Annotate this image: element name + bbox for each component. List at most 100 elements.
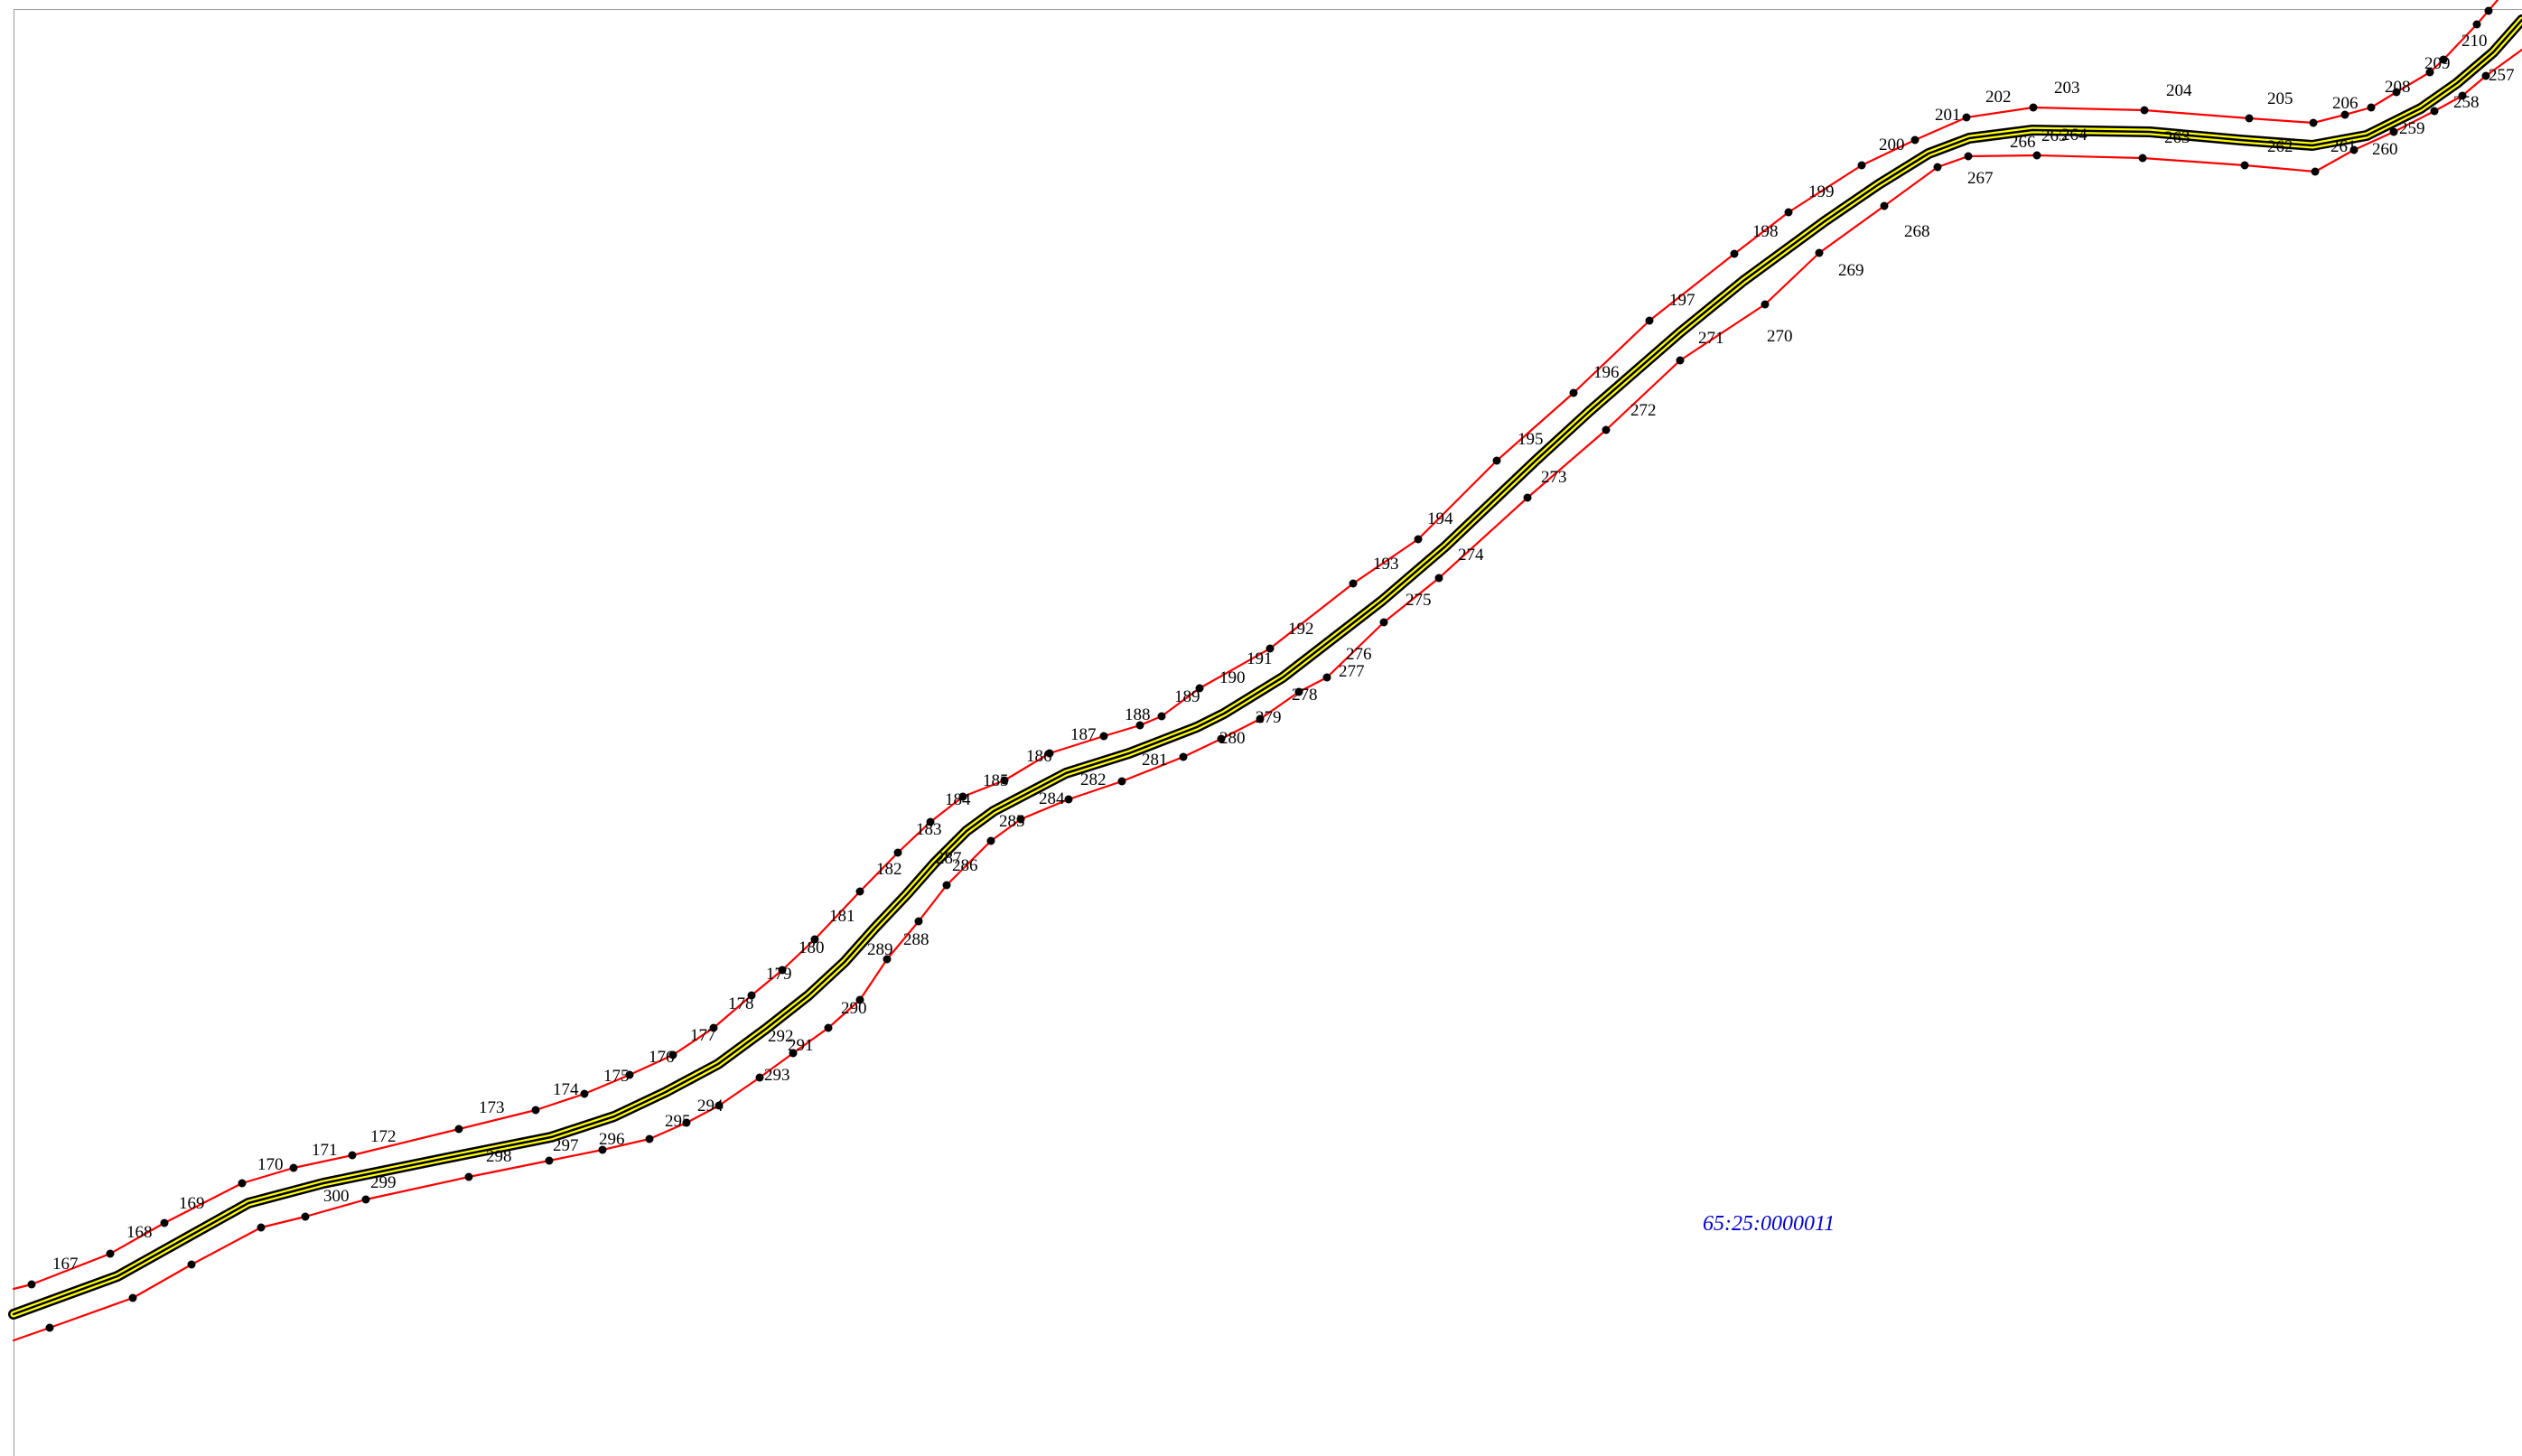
boundary-point[interactable]	[1645, 316, 1654, 325]
boundary-point[interactable]	[160, 1218, 169, 1227]
boundary-point[interactable]	[2029, 103, 2038, 112]
boundary-point[interactable]	[1964, 152, 1973, 161]
boundary-point[interactable]	[1784, 208, 1793, 217]
point-label-269: 269	[1838, 261, 1864, 280]
boundary-point[interactable]	[1294, 687, 1303, 696]
boundary-point[interactable]	[27, 1280, 36, 1289]
boundary-point[interactable]	[531, 1106, 540, 1115]
boundary-point[interactable]	[1523, 493, 1532, 502]
point-label-196: 196	[1593, 363, 1620, 382]
boundary-point[interactable]	[2140, 106, 2149, 115]
boundary-point[interactable]	[810, 935, 819, 944]
boundary-point[interactable]	[2245, 114, 2254, 123]
boundary-point[interactable]	[1266, 644, 1275, 653]
point-label-279: 279	[1256, 708, 1282, 727]
boundary-point[interactable]	[2340, 110, 2349, 119]
boundary-point[interactable]	[645, 1134, 654, 1143]
boundary-point[interactable]	[1414, 535, 1423, 544]
boundary-point[interactable]	[187, 1260, 196, 1269]
boundary-point[interactable]	[1933, 163, 1942, 172]
boundary-point[interactable]	[2484, 6, 2493, 15]
boundary-point[interactable]	[755, 1073, 764, 1082]
boundary-point[interactable]	[914, 917, 923, 926]
boundary-point[interactable]	[1962, 113, 1971, 122]
boundary-point[interactable]	[747, 991, 756, 1000]
boundary-point[interactable]	[1434, 574, 1443, 583]
boundary-point[interactable]	[1064, 795, 1073, 804]
boundary-point[interactable]	[1880, 201, 1889, 210]
boundary-point[interactable]	[1179, 752, 1188, 761]
boundary-point[interactable]	[257, 1223, 266, 1232]
boundary-point[interactable]	[958, 792, 967, 801]
boundary-point[interactable]	[1195, 684, 1204, 693]
boundary-point[interactable]	[926, 817, 935, 826]
boundary-point[interactable]	[2032, 151, 2041, 160]
boundary-point[interactable]	[1857, 161, 1866, 170]
boundary-point[interactable]	[2389, 127, 2398, 136]
boundary-point[interactable]	[2311, 167, 2320, 176]
boundary-point[interactable]	[1045, 749, 1054, 758]
boundary-point[interactable]	[1016, 815, 1025, 824]
boundary-point[interactable]	[855, 887, 864, 896]
boundary-point[interactable]	[2430, 107, 2439, 116]
boundary-point[interactable]	[2138, 154, 2147, 163]
boundary-point[interactable]	[668, 1050, 677, 1059]
boundary-point[interactable]	[824, 1023, 833, 1032]
boundary-point[interactable]	[1000, 776, 1009, 785]
boundary-point[interactable]	[454, 1125, 463, 1134]
boundary-point[interactable]	[598, 1145, 607, 1154]
boundary-point[interactable]	[1099, 732, 1108, 741]
boundary-point[interactable]	[625, 1070, 634, 1079]
boundary-point[interactable]	[545, 1156, 554, 1165]
boundary-point[interactable]	[289, 1163, 298, 1172]
boundary-point[interactable]	[2481, 71, 2490, 80]
boundary-point[interactable]	[1761, 300, 1770, 309]
boundary-point[interactable]	[1322, 673, 1331, 682]
boundary-point[interactable]	[855, 995, 864, 1004]
point-label-186: 186	[1026, 747, 1052, 766]
boundary-point[interactable]	[986, 836, 995, 845]
boundary-point[interactable]	[464, 1172, 473, 1181]
boundary-point[interactable]	[715, 1101, 724, 1110]
boundary-point[interactable]	[942, 881, 951, 890]
boundary-point[interactable]	[1117, 777, 1126, 786]
boundary-point[interactable]	[893, 848, 902, 857]
boundary-point[interactable]	[2240, 161, 2249, 170]
boundary-point[interactable]	[2425, 68, 2434, 77]
boundary-point[interactable]	[1730, 249, 1739, 258]
boundary-point[interactable]	[883, 955, 892, 964]
boundary-point[interactable]	[128, 1293, 137, 1302]
boundary-point[interactable]	[1135, 721, 1144, 730]
boundary-point[interactable]	[361, 1195, 370, 1204]
boundary-point[interactable]	[2439, 55, 2448, 64]
boundary-point[interactable]	[2367, 103, 2376, 112]
boundary-point[interactable]	[2392, 88, 2401, 97]
boundary-point[interactable]	[580, 1089, 589, 1098]
boundary-point[interactable]	[45, 1323, 54, 1332]
boundary-point[interactable]	[1602, 425, 1611, 434]
boundary-point[interactable]	[1492, 456, 1501, 465]
boundary-point[interactable]	[2458, 91, 2467, 100]
boundary-point[interactable]	[709, 1023, 718, 1032]
boundary-point[interactable]	[1256, 714, 1265, 723]
boundary-point[interactable]	[1157, 712, 1166, 721]
boundary-point[interactable]	[1676, 356, 1685, 365]
boundary-point[interactable]	[2309, 118, 2318, 127]
point-label-286: 286	[952, 856, 978, 875]
boundary-point[interactable]	[1910, 135, 1920, 145]
boundary-point[interactable]	[682, 1118, 691, 1127]
boundary-point[interactable]	[1217, 734, 1226, 743]
boundary-point[interactable]	[2349, 145, 2359, 154]
boundary-point[interactable]	[106, 1249, 115, 1258]
boundary-point[interactable]	[238, 1179, 247, 1188]
boundary-point[interactable]	[301, 1212, 310, 1221]
boundary-point[interactable]	[1379, 618, 1388, 627]
boundary-point[interactable]	[789, 1049, 798, 1058]
boundary-point[interactable]	[348, 1151, 357, 1160]
boundary-point[interactable]	[2472, 20, 2481, 29]
boundary-point[interactable]	[778, 966, 787, 975]
boundary-point[interactable]	[1815, 248, 1824, 257]
boundary-point[interactable]	[1349, 579, 1358, 588]
boundary-point[interactable]	[1569, 388, 1578, 397]
